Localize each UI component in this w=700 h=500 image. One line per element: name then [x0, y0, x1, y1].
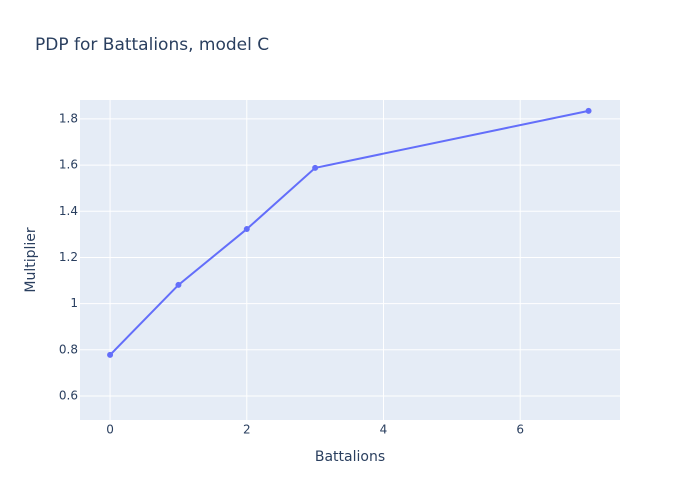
- point: [107, 351, 114, 358]
- x-tick-label: 2: [243, 423, 251, 437]
- point: [243, 226, 250, 233]
- grid: 0.6 0.8 1 1.2 1.4 1.6 1.8 0 2 4 6: [59, 100, 620, 437]
- x-axis-title: Battalions: [315, 449, 385, 465]
- y-tick-label: 1.8: [59, 111, 78, 125]
- point: [585, 107, 592, 114]
- x-tick-label: 6: [516, 423, 524, 437]
- y-tick-label: 0.6: [59, 388, 78, 402]
- y-tick-label: 1.4: [59, 204, 78, 218]
- plot-area: [80, 100, 620, 420]
- marks: [107, 107, 592, 358]
- chart-title: PDP for Battalions, model C: [35, 35, 269, 55]
- point: [175, 281, 182, 288]
- y-axis-title: Multiplier: [23, 227, 39, 293]
- y-tick-label: 0.8: [59, 342, 78, 356]
- y-tick-label: 1.2: [59, 250, 78, 264]
- x-tick-label: 4: [380, 423, 388, 437]
- y-tick-label: 1: [70, 296, 78, 310]
- x-tick-label: 0: [106, 423, 114, 437]
- point: [312, 164, 319, 171]
- y-tick-label: 1.6: [59, 158, 78, 172]
